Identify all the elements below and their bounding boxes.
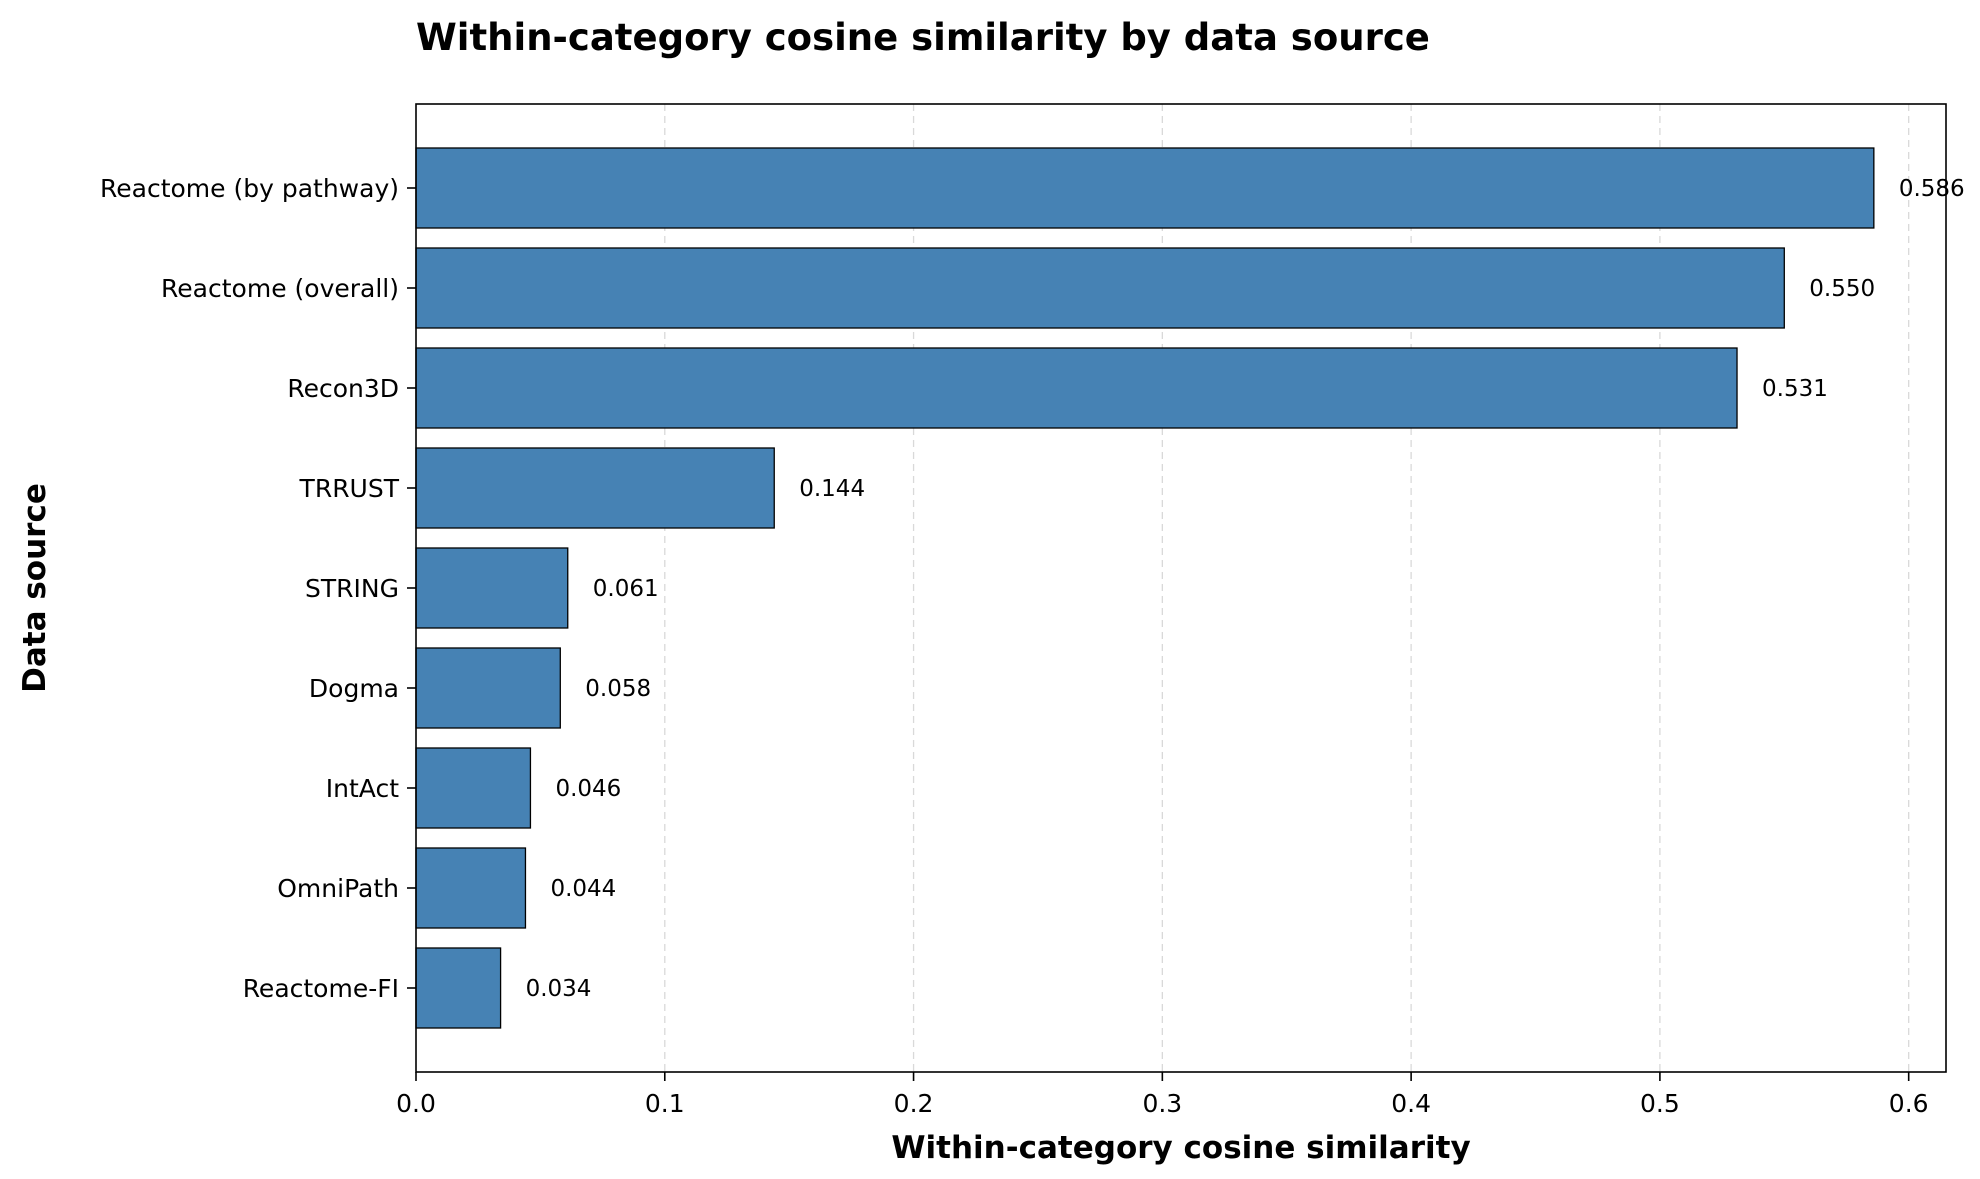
bar-value-label: 0.034 (526, 976, 592, 1002)
bar (415, 347, 1738, 429)
x-tick-label: 0.6 (1889, 1089, 1929, 1118)
bar-value-label: 0.586 (1899, 176, 1965, 202)
y-tick-label: Recon3D (287, 374, 399, 403)
x-tick-label: 0.1 (645, 1089, 685, 1118)
y-axis-label: Data source (17, 483, 53, 693)
bar (415, 747, 532, 829)
bar-value-label: 0.058 (585, 676, 651, 702)
y-tick-label: Dogma (309, 674, 399, 703)
x-tick-label: 0.5 (1640, 1089, 1680, 1118)
x-tick-label: 0.2 (894, 1089, 934, 1118)
bars (415, 147, 1875, 1029)
bar (415, 247, 1785, 329)
bar (415, 447, 775, 529)
bar-value-label: 0.061 (593, 576, 659, 602)
chart-title: Within-category cosine similarity by dat… (416, 16, 1430, 59)
x-tick-label: 0.0 (396, 1089, 436, 1118)
y-tick-label: OmniPath (277, 874, 399, 903)
x-axis-label: Within-category cosine similarity (891, 1130, 1470, 1166)
y-tick-label: Reactome (by pathway) (100, 174, 399, 203)
x-tick-label: 0.3 (1142, 1089, 1182, 1118)
y-tick-label: STRING (305, 574, 399, 603)
value-labels: 0.586 0.550 0.531 0.144 0.061 0.058 0.046 0.044… (526, 176, 1965, 1002)
y-tick-label: IntAct (326, 774, 399, 803)
bar-value-label: 0.046 (555, 776, 621, 802)
y-tick-label: Reactome-FI (243, 974, 399, 1003)
y-axis-ticks: Reactome (by pathway) Reactome (overall) R… (100, 174, 416, 1003)
bar (415, 147, 1875, 229)
bar (415, 547, 569, 629)
x-axis-ticks: 0.0 0.1 0.2 0.3 0.4 0.5 0.6 (396, 1072, 1929, 1118)
bar (415, 847, 527, 929)
bar-value-label: 0.144 (799, 476, 865, 502)
bar (415, 647, 561, 729)
x-tick-label: 0.4 (1391, 1089, 1431, 1118)
bar (415, 947, 502, 1029)
y-tick-label: TRRUST (299, 474, 400, 503)
bar-value-label: 0.550 (1809, 276, 1875, 302)
bar-value-label: 0.531 (1762, 376, 1828, 402)
bar-value-label: 0.044 (550, 876, 616, 902)
y-tick-label: Reactome (overall) (161, 274, 399, 303)
